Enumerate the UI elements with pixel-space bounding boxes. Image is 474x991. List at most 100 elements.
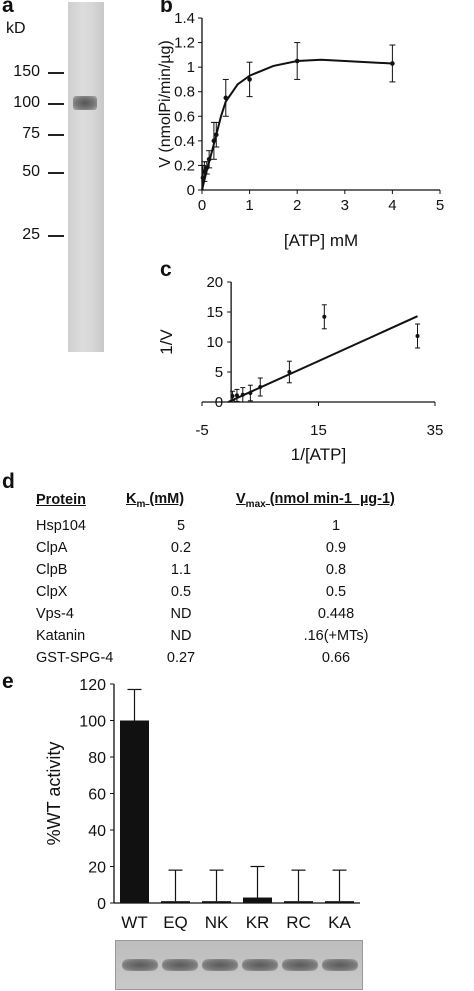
table-row: Vps-4 ND 0.448 bbox=[36, 603, 436, 625]
kinetics-table: Protein Km (mM) Vmax (nmol min-1 µg-1) H… bbox=[36, 489, 436, 669]
header-vmax: Vmax (nmol min-1 µg-1) bbox=[236, 489, 436, 515]
cell-km: ND bbox=[170, 606, 192, 622]
data-point bbox=[247, 77, 252, 82]
table-row: ClpB 1.1 0.8 bbox=[36, 559, 436, 581]
marker-tick bbox=[48, 72, 64, 74]
cell-protein: ClpB bbox=[36, 562, 68, 578]
header-km-sub: m bbox=[136, 498, 146, 510]
table-header-row: Protein Km (mM) Vmax (nmol min-1 µg-1) bbox=[36, 489, 436, 515]
cell-vmax: 0.66 bbox=[321, 650, 351, 666]
bar bbox=[202, 901, 231, 903]
chart-c-double-reciprocal: 0 5 10 15 20 -5 15 35 1/[ATP] 1/V bbox=[157, 274, 443, 464]
cell-vmax: 1 bbox=[331, 518, 341, 534]
cell-vmax: 0.5 bbox=[325, 584, 347, 600]
data-point bbox=[213, 132, 219, 138]
table-row: GST-SPG-4 0.27 0.66 bbox=[36, 647, 436, 669]
table-row: ClpA 0.2 0.9 bbox=[36, 537, 436, 559]
marker-label-25: 25 bbox=[22, 226, 40, 243]
table-row: Hsp104 5 1 bbox=[36, 515, 436, 537]
loading-control-gel bbox=[115, 940, 363, 990]
marker-tick bbox=[48, 172, 64, 174]
y-axis-label: V (nmolPi/min/µg) bbox=[157, 40, 174, 167]
x-tick-label: 3 bbox=[341, 197, 349, 214]
gel-band-lane bbox=[242, 959, 278, 971]
marker-label-75: 75 bbox=[22, 125, 40, 142]
y-tick-label: 20 bbox=[88, 860, 106, 877]
gel-band-lane bbox=[322, 959, 358, 971]
cell-vmax: 0.9 bbox=[325, 540, 347, 556]
cell-vmax: 0.448 bbox=[317, 606, 355, 622]
gel-unit-label: kD bbox=[6, 20, 26, 37]
panel-label-a: a bbox=[2, 0, 14, 17]
panel-label-c: c bbox=[160, 258, 172, 281]
y-tick-label: 1 bbox=[187, 59, 195, 76]
data-point bbox=[258, 385, 263, 389]
y-tick-label: 60 bbox=[88, 787, 106, 804]
category-label: RC bbox=[286, 913, 311, 932]
y-tick-label: 15 bbox=[206, 304, 223, 321]
bar bbox=[284, 901, 313, 903]
header-protein: Protein bbox=[36, 492, 86, 508]
chart-b-kinetics: 0 0.2 0.4 0.6 0.8 1 1.2 1.4 0 1 2 3 4 5 [ATP] mM V (nmo… bbox=[157, 10, 444, 250]
data-point bbox=[287, 370, 292, 374]
chart-e-mutant-activity: 0 20 40 60 80 100 120 %WT activity WT EQ NK KR RC KA bbox=[44, 677, 360, 932]
gel-band-lane bbox=[162, 959, 198, 971]
y-tick-label: 0 bbox=[187, 182, 195, 199]
bar bbox=[161, 901, 190, 903]
header-vmax-sub: max bbox=[245, 498, 266, 510]
marker-tick bbox=[48, 235, 64, 237]
x-tick-label: 15 bbox=[310, 422, 327, 439]
fit-curve bbox=[201, 58, 393, 191]
gel-band-lane bbox=[202, 959, 238, 971]
y-tick-label: 0.6 bbox=[174, 108, 195, 125]
y-tick-label: 0 bbox=[215, 394, 223, 411]
cell-km: 0.27 bbox=[166, 650, 196, 666]
cell-protein: Hsp104 bbox=[36, 518, 86, 534]
marker-label-100: 100 bbox=[13, 94, 40, 111]
x-tick-label: -5 bbox=[195, 422, 208, 439]
y-tick-label: 1.2 bbox=[174, 35, 195, 52]
x-tick-label: 2 bbox=[293, 197, 301, 214]
x-tick-label: 5 bbox=[436, 197, 444, 214]
category-label: KA bbox=[328, 913, 351, 932]
y-tick-label: 0 bbox=[97, 896, 106, 913]
y-tick-label: 120 bbox=[79, 677, 106, 694]
bar bbox=[120, 720, 149, 903]
cell-protein: ClpA bbox=[36, 540, 68, 556]
cell-protein: GST-SPG-4 bbox=[36, 650, 114, 666]
data-point bbox=[202, 169, 207, 174]
y-tick-label: 100 bbox=[79, 714, 106, 731]
header-km: Km (mM) bbox=[126, 489, 236, 515]
header-vmax-main: V bbox=[236, 490, 246, 507]
x-tick-label: 4 bbox=[388, 197, 396, 214]
gel-band-lane bbox=[282, 959, 318, 971]
cell-vmax: .16(+MTs) bbox=[303, 628, 369, 644]
table-row: Katanin ND .16(+MTs) bbox=[36, 625, 436, 647]
data-point bbox=[248, 391, 253, 395]
panel-label-d: d bbox=[2, 470, 15, 493]
data-point bbox=[230, 394, 235, 398]
y-axis-label: 1/V bbox=[157, 329, 176, 355]
cell-km: 5 bbox=[176, 518, 186, 534]
y-tick-label: 10 bbox=[206, 334, 223, 351]
cell-km: 1.1 bbox=[170, 562, 192, 578]
category-label: WT bbox=[121, 913, 147, 932]
marker-label-150: 150 bbox=[13, 63, 40, 80]
data-point bbox=[415, 334, 420, 338]
gel-lane bbox=[68, 2, 104, 352]
data-point bbox=[294, 58, 300, 64]
y-tick-label: 1.4 bbox=[174, 10, 195, 27]
x-axis-label: [ATP] mM bbox=[284, 231, 358, 250]
header-vmax-unit: (nmol min-1 µg-1) bbox=[265, 490, 395, 507]
panel-label-e: e bbox=[2, 670, 14, 693]
cell-vmax: 0.8 bbox=[325, 562, 347, 578]
y-tick-label: 0.2 bbox=[174, 157, 195, 174]
cell-protein: ClpX bbox=[36, 584, 68, 600]
x-axis-label: 1/[ATP] bbox=[291, 445, 346, 464]
header-km-main: K bbox=[126, 490, 137, 507]
table-row: ClpX 0.5 0.5 bbox=[36, 581, 436, 603]
cell-km: ND bbox=[170, 628, 192, 644]
bar bbox=[243, 897, 272, 903]
cell-km: 0.2 bbox=[170, 540, 192, 556]
y-tick-label: 80 bbox=[88, 750, 106, 767]
